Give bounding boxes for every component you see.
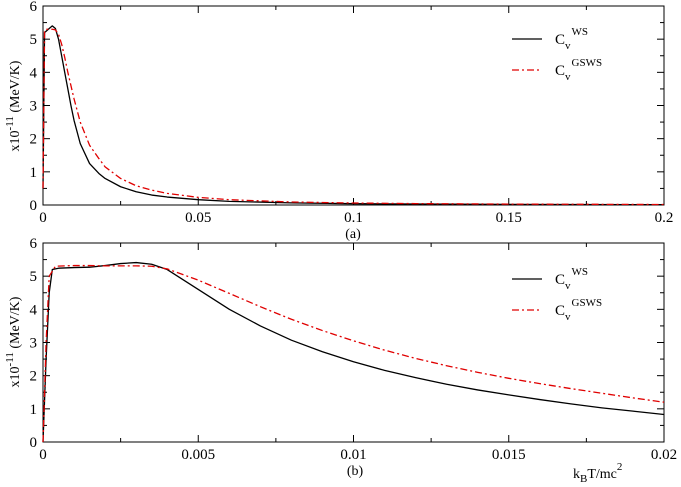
series-b	[42, 261, 665, 443]
panel-a: 0 0.05 0.1 0.15 0.2 0 1 2 3 4 5 6 x10-11 (MeV/K) (a…	[4, 0, 673, 242]
x-tick-label-a-3: 0.15	[496, 210, 522, 226]
legend-b-entry-gsws: CvGSWS	[555, 297, 602, 323]
y-axis-label-a: x10-11 (MeV/K)	[4, 60, 23, 151]
y-tick-label-a-3: 3	[30, 99, 38, 115]
series-line-b-gsws	[42, 264, 665, 443]
ticks-b: 0 0.005 0.01 0.015 0.02 0 1 2 3 4 5 6	[30, 236, 678, 463]
y-axis-label-a-unit: (MeV/K)	[8, 60, 23, 112]
legend-a-entry-gsws: CvGSWS	[555, 57, 602, 83]
panel-label-b: (b)	[347, 464, 364, 479]
x-tick-label-b-3: 0.015	[492, 447, 526, 463]
y-tick-label-a-6: 6	[30, 0, 38, 15]
y-tick-label-a-2: 2	[30, 132, 38, 148]
y-tick-label-b-4: 4	[30, 302, 38, 318]
series-line-a-ws	[42, 25, 665, 206]
y-tick-label-b-6: 6	[30, 236, 38, 252]
y-axis-label-a-exp: -11	[4, 116, 16, 130]
x-tick-label-a-0: 0	[39, 210, 47, 226]
x-tick-label-b-4: 0.02	[651, 447, 677, 463]
y-tick-label-a-4: 4	[30, 65, 38, 81]
y-tick-label-a-0: 0	[30, 198, 38, 214]
x-tick-label-a-1: 0.05	[185, 210, 211, 226]
y-tick-label-a-5: 5	[30, 32, 38, 48]
y-axis-label-b-unit: (MeV/K)	[8, 296, 23, 348]
y-tick-label-b-5: 5	[30, 269, 38, 285]
ticks-a: 0 0.05 0.1 0.15 0.2 0 1 2 3 4 5 6	[30, 0, 674, 226]
series-a	[42, 25, 665, 206]
x-tick-label-b-2: 0.01	[340, 447, 366, 463]
y-tick-label-b-0: 0	[30, 435, 38, 451]
x-tick-label-a-2: 0.1	[344, 210, 363, 226]
y-axis-label-b-base: x10	[8, 366, 23, 387]
legend-b-entry-ws: CvWS	[555, 266, 588, 292]
x-tick-label-b-1: 0.005	[181, 447, 215, 463]
series-line-b-ws	[42, 261, 665, 443]
y-axis-label-b-exp: -11	[4, 352, 16, 366]
legend-a: CvWS CvGSWS	[512, 26, 602, 83]
legend-b: CvWS CvGSWS	[512, 266, 602, 323]
y-axis-label-a-base: x10	[8, 130, 23, 151]
y-tick-label-b-1: 1	[30, 402, 38, 418]
legend-a-entry-ws: CvWS	[555, 26, 588, 52]
y-tick-label-b-3: 3	[30, 336, 38, 352]
panel-b: 0 0.005 0.01 0.015 0.02 0 1 2 3 4 5 6 x10-11 (MeV/K…	[4, 236, 677, 485]
x-axis-label-b: kBT/mc2	[573, 461, 622, 485]
x-tick-label-a-4: 0.2	[655, 210, 674, 226]
x-tick-label-b-0: 0	[39, 447, 47, 463]
y-axis-label-b: x10-11 (MeV/K)	[4, 296, 23, 387]
y-tick-label-a-1: 1	[30, 165, 38, 181]
panel-label-a: (a)	[345, 227, 361, 242]
y-tick-label-b-2: 2	[30, 369, 38, 385]
series-line-a-gsws	[42, 28, 665, 206]
